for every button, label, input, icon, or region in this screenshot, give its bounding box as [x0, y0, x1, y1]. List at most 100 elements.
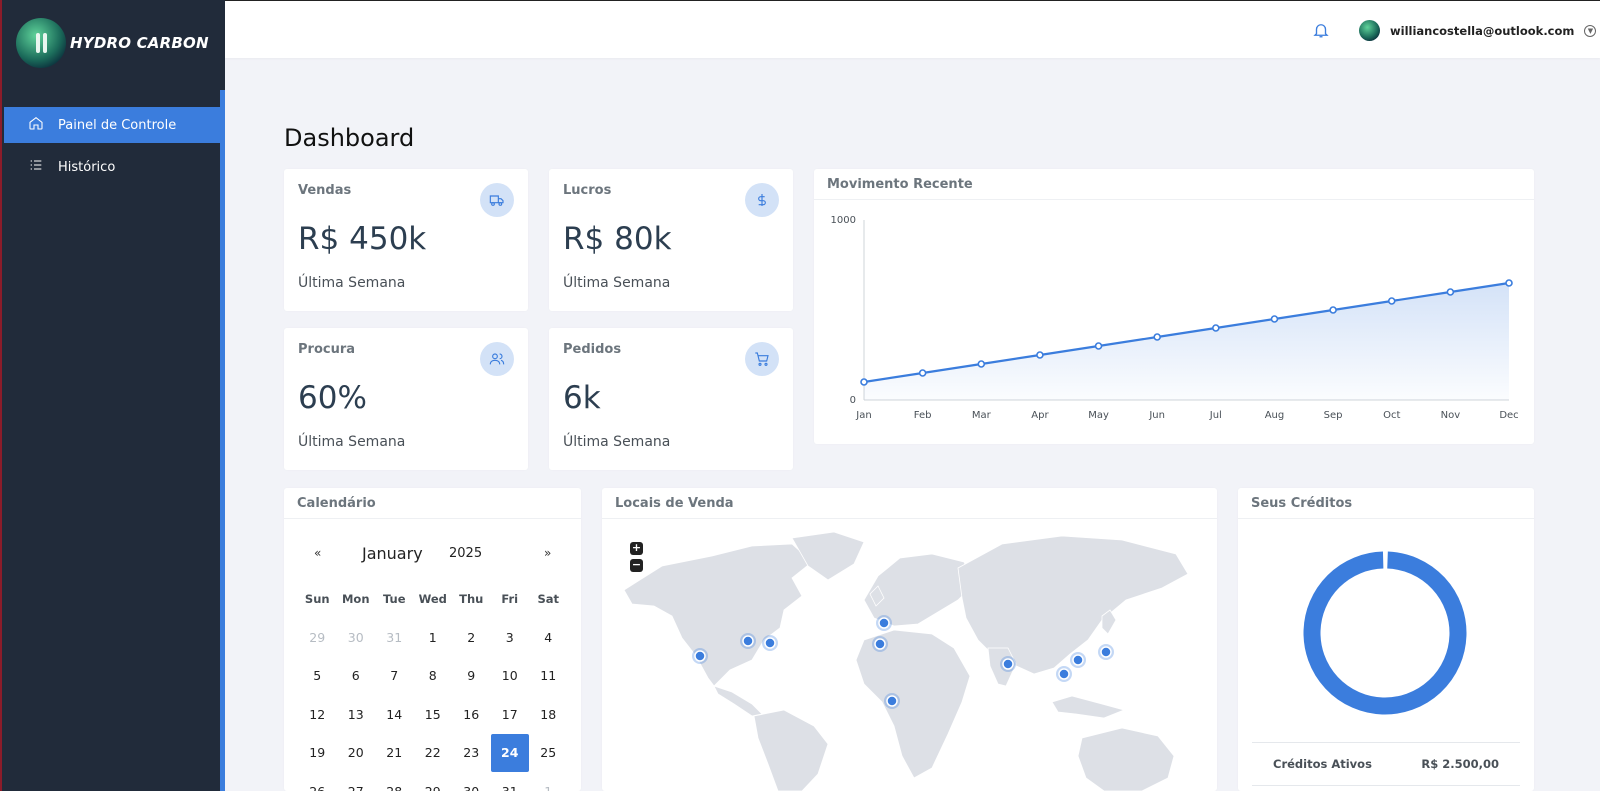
recent-movement-chart: 0 1000 Jan Feb Mar Apr May Jun Jul Aug Sep Oct Nov De…	[831, 215, 1519, 421]
calendar-week-row: 29 30 31 1 2 3 4	[298, 619, 568, 658]
map-marker[interactable]	[694, 650, 706, 662]
stat-value: R$ 80k	[563, 221, 672, 257]
calendar-day[interactable]: 1	[428, 629, 437, 645]
map-marker[interactable]	[1058, 668, 1070, 680]
recent-movement-card: Movimento Recente 0 1000 Jan Feb Mar Apr May Ju…	[814, 169, 1534, 444]
y-tick-label: 0	[850, 395, 856, 406]
calendar-day[interactable]: 8	[428, 668, 437, 684]
x-tick-label: Apr	[1031, 410, 1049, 421]
sidebar-scrollbar[interactable]	[220, 90, 225, 791]
calendar-day[interactable]: 27	[337, 773, 376, 791]
calendar-day[interactable]: 4	[544, 629, 553, 645]
calendar-day[interactable]: 11	[540, 668, 557, 684]
calendar-day[interactable]: 16	[463, 706, 480, 722]
credits-ring	[1303, 551, 1467, 715]
sidebar-item-historico[interactable]: Histórico	[4, 149, 222, 185]
calendar-day[interactable]: 3	[505, 629, 514, 645]
calendar-day[interactable]: 17	[501, 706, 518, 722]
user-menu[interactable]: williancostella@outlook.com ▼	[1359, 20, 1597, 41]
chevron-down-icon[interactable]: ▼	[1584, 24, 1597, 37]
calendar-day[interactable]: 5	[313, 668, 322, 684]
series-area	[864, 283, 1509, 400]
x-tick-label: Feb	[914, 410, 932, 421]
data-point	[1387, 297, 1396, 305]
avatar	[1359, 20, 1380, 41]
calendar-day[interactable]: 18	[540, 706, 557, 722]
calendar-day[interactable]: 13	[347, 706, 364, 722]
data-point	[1270, 315, 1279, 323]
calendar-day[interactable]: 28	[375, 773, 414, 791]
truck-icon	[480, 183, 514, 217]
map-marker[interactable]	[742, 635, 754, 647]
users-icon	[480, 342, 514, 376]
credits-donut-chart	[1303, 551, 1467, 715]
page-title: Dashboard	[284, 124, 415, 152]
calendar-day[interactable]: 2	[467, 629, 476, 645]
map-zoom-out-button[interactable]: −	[630, 558, 643, 572]
calendar-day[interactable]: 14	[386, 706, 403, 722]
calendar-day[interactable]: 7	[390, 668, 399, 684]
map-region-europe	[863, 553, 975, 627]
world-map[interactable]	[602, 488, 1217, 791]
stat-value: 60%	[298, 380, 367, 416]
calendar-day[interactable]: 10	[501, 668, 518, 684]
stat-subtitle: Última Semana	[298, 275, 406, 291]
map-marker[interactable]	[886, 695, 898, 707]
calendar-day[interactable]: 25	[540, 745, 557, 761]
calendar-day[interactable]: 20	[347, 745, 364, 761]
stat-card-vendas: Vendas R$ 450k Última Semana	[284, 169, 528, 311]
stat-card-pedidos: Pedidos 6k Última Semana	[549, 328, 793, 470]
map-region-africa	[855, 629, 971, 779]
logo-text: HYDRO CARBON	[70, 34, 209, 52]
calendar-day[interactable]: 1	[529, 773, 568, 791]
x-tick-label: Oct	[1383, 410, 1400, 421]
sidebar-item-label: Painel de Controle	[58, 117, 177, 133]
map-region-indonesia	[1051, 695, 1126, 719]
logo-mark-icon	[16, 18, 66, 68]
x-tick-label: Mar	[972, 410, 992, 421]
calendar-day[interactable]: 31	[491, 773, 530, 791]
calendar-prev-button[interactable]: «	[314, 546, 322, 560]
map-marker[interactable]	[1100, 646, 1112, 658]
calendar-year-input[interactable]: 2025	[449, 546, 483, 561]
sidebar-item-painel-de-controle[interactable]: Painel de Controle	[4, 107, 222, 143]
map-region-uk	[869, 585, 885, 607]
calendar-day[interactable]: 26	[298, 773, 337, 791]
calendar-next-button[interactable]: »	[544, 546, 552, 560]
calendar-day[interactable]: 29	[414, 773, 453, 791]
credits-active-label: Créditos Ativos	[1273, 757, 1372, 771]
map-marker[interactable]	[1072, 654, 1084, 666]
map-marker[interactable]	[874, 638, 886, 650]
map-zoom-in-button[interactable]: +	[630, 541, 643, 555]
data-point	[860, 378, 868, 386]
calendar-day[interactable]: 6	[351, 668, 360, 684]
credits-active-row: Créditos Ativos R$ 2.500,00	[1252, 742, 1520, 786]
map-region-north-america	[623, 543, 813, 687]
calendar-day[interactable]: 12	[309, 706, 326, 722]
app-logo[interactable]: HYDRO CARBON	[16, 18, 209, 68]
calendar-card: Calendário « January 2025 » Sun Mon Tue Wed…	[284, 488, 581, 791]
calendar-day[interactable]: 22	[424, 745, 441, 761]
stat-value: 6k	[563, 380, 601, 416]
calendar-day-selected[interactable]: 24	[490, 734, 529, 773]
calendar-day[interactable]: 30	[452, 773, 491, 791]
calendar-day[interactable]: 23	[463, 745, 480, 761]
calendar-month-select[interactable]: January	[362, 544, 423, 563]
x-tick-label: Jan	[855, 410, 871, 421]
sidebar: HYDRO CARBON Painel de Controle Históric…	[0, 0, 225, 791]
sidebar-item-label: Histórico	[58, 159, 116, 175]
calendar-day[interactable]: 9	[467, 668, 476, 684]
notifications-bell-icon[interactable]	[1312, 21, 1330, 39]
calendar-day[interactable]: 19	[309, 745, 326, 761]
calendar-day[interactable]: 15	[424, 706, 441, 722]
map-marker[interactable]	[764, 637, 776, 649]
calendar-day[interactable]: 29	[309, 629, 326, 645]
calendar-day[interactable]: 30	[347, 629, 364, 645]
map-marker[interactable]	[1002, 658, 1014, 670]
map-marker[interactable]	[878, 617, 890, 629]
calendar-grid: Sun Mon Tue Wed Thu Fri Sat 29 30 31 1 2 3 4 5 6 7 8 9 10 11…	[298, 580, 568, 791]
y-tick-label: 1000	[831, 215, 856, 226]
calendar-day[interactable]: 31	[386, 629, 403, 645]
calendar-day[interactable]: 21	[386, 745, 403, 761]
map-region-south-america	[753, 709, 829, 791]
